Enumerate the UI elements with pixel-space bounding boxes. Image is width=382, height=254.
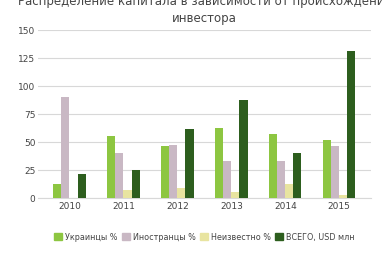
Bar — [177, 188, 186, 198]
Bar — [347, 52, 355, 198]
Bar — [215, 129, 223, 198]
Bar — [123, 190, 131, 198]
Bar — [161, 147, 169, 198]
Bar — [223, 161, 231, 198]
Bar — [78, 175, 86, 198]
Bar — [231, 193, 240, 198]
Bar — [131, 170, 140, 198]
Bar — [269, 134, 277, 198]
Bar — [323, 140, 331, 198]
Bar — [186, 130, 194, 198]
Bar — [339, 195, 347, 198]
Bar — [240, 101, 248, 198]
Bar — [107, 137, 115, 198]
Legend: Украинцы %, Иностранцы %, Неизвестно %, ВСЕГО, USD млн: Украинцы %, Иностранцы %, Неизвестно %, … — [54, 232, 355, 241]
Bar — [277, 161, 285, 198]
Bar — [293, 153, 301, 198]
Bar — [53, 185, 62, 198]
Bar — [169, 146, 177, 198]
Bar — [285, 185, 293, 198]
Bar — [115, 153, 123, 198]
Bar — [62, 98, 70, 198]
Bar — [331, 147, 339, 198]
Title: Распределение капитала в зависимости от происхождения
инвестора: Распределение капитала в зависимости от … — [18, 0, 382, 25]
